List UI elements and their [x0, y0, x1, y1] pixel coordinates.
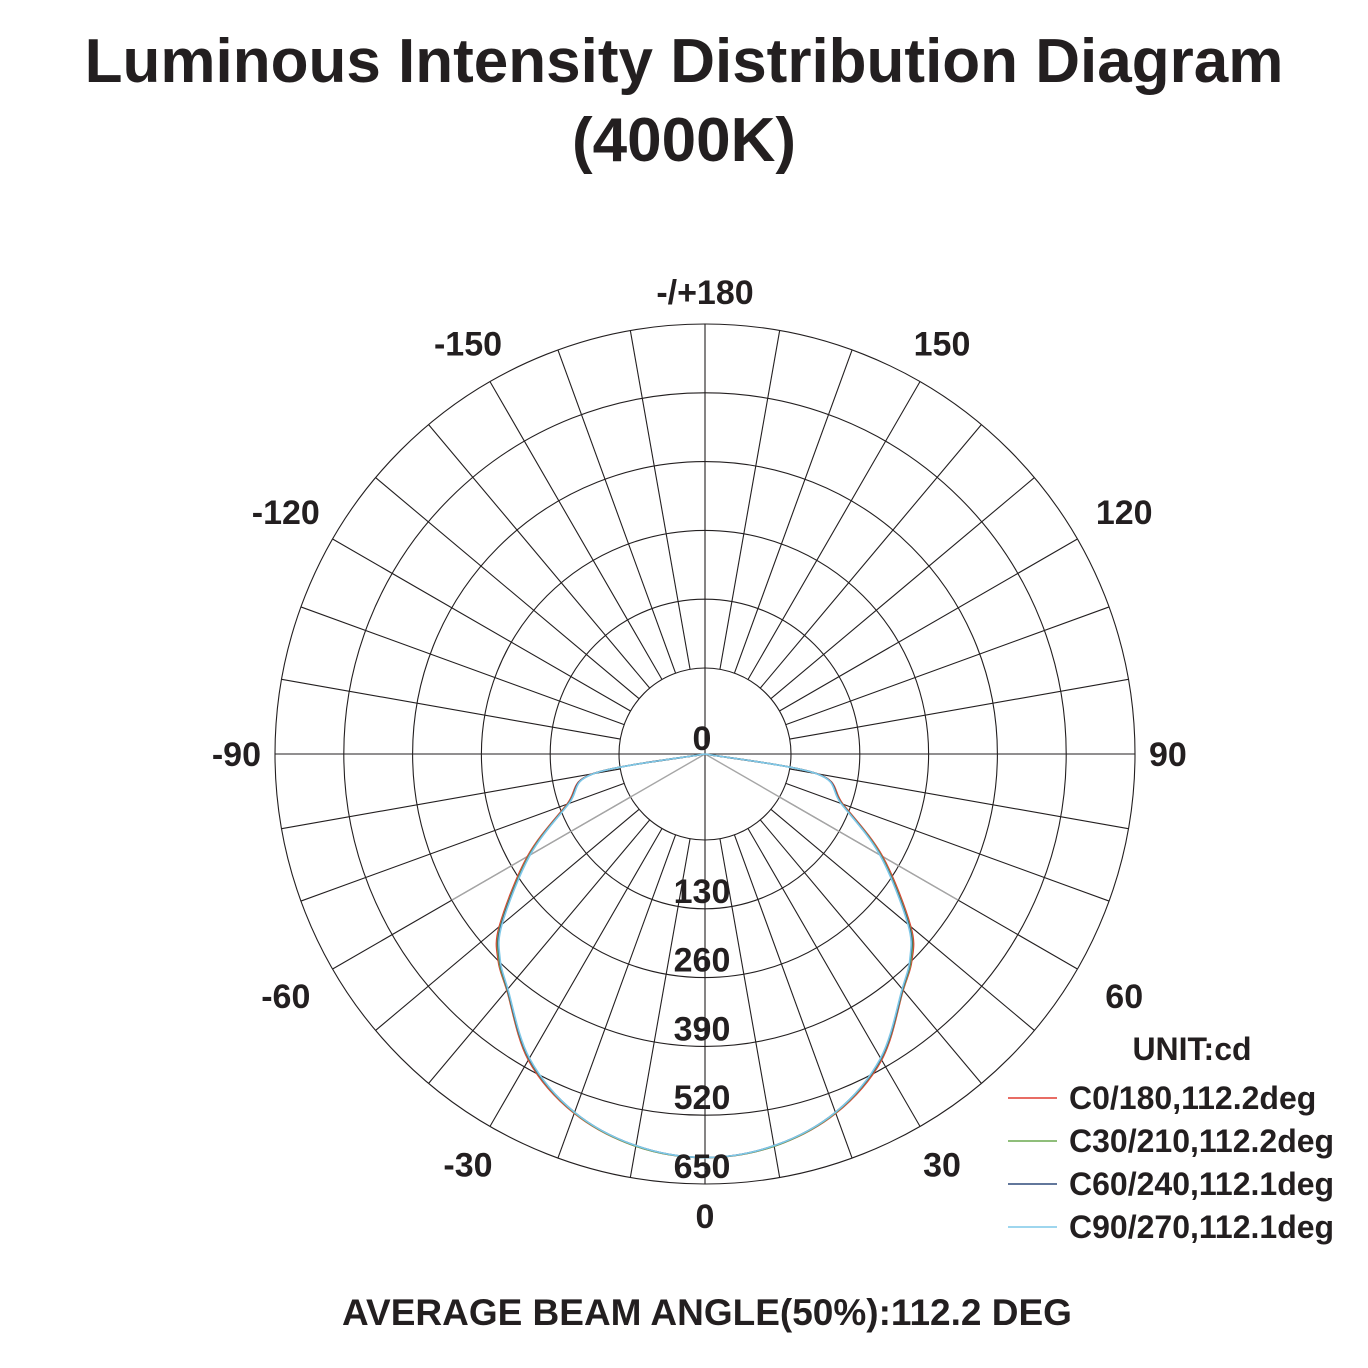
angle-label-30-10: -30 [443, 1147, 492, 1185]
reference-line-60 [704, 753, 959, 901]
grid-spoke-350 [629, 838, 691, 1178]
angle-label-150-1: 150 [914, 326, 971, 364]
grid-spoke-120 [779, 538, 1078, 712]
polar-grid [274, 323, 1136, 1185]
angle-label-180-0: -/+180 [656, 274, 753, 312]
legend-label-2: C60/240,112.1deg [1069, 1166, 1334, 1202]
radial-tick-label-520: 520 [674, 1079, 731, 1117]
legend: UNIT:cd C0/180,112.2deg C30/210,112.2deg C6… [1008, 1031, 1334, 1245]
radial-tick-label-0: 0 [693, 720, 712, 758]
unit-label: UNIT:cd [1132, 1031, 1251, 1067]
chart-title-line-2: (4000K) [572, 106, 796, 175]
grid-spoke-250 [300, 606, 625, 726]
grid-spoke-210 [489, 381, 663, 680]
grid-spoke-30 [747, 828, 921, 1127]
grid-spoke-100 [789, 678, 1129, 740]
grid-spoke-50 [770, 808, 1035, 1031]
angle-label-0-11: 0 [696, 1198, 715, 1236]
grid-spoke-330 [489, 828, 663, 1127]
angle-label-90-6: -90 [212, 736, 261, 774]
grid-spoke-220 [428, 424, 651, 689]
grid-spoke-70 [785, 782, 1110, 902]
radial-tick-label-260: 260 [674, 942, 731, 980]
grid-spoke-80 [789, 768, 1129, 830]
series-curves [495, 753, 915, 1159]
angle-label-90-5: 90 [1149, 736, 1187, 774]
grid-spoke-140 [759, 424, 982, 689]
grid-spoke-20 [733, 834, 853, 1159]
grid-spoke-10 [719, 838, 781, 1178]
grid-spoke-230 [375, 477, 640, 700]
grid-spoke-200 [557, 349, 677, 674]
radial-tick-label-650: 650 [674, 1148, 731, 1186]
angle-label-60-7: 60 [1105, 978, 1143, 1016]
grid-spoke-260 [281, 678, 621, 740]
legend-label-0: C0/180,112.2deg [1069, 1080, 1316, 1116]
grid-spoke-40 [759, 819, 982, 1084]
reference-line--60 [451, 753, 706, 901]
grid-spoke-110 [785, 606, 1110, 726]
grid-spoke-190 [629, 330, 691, 670]
angle-label-60-8: -60 [261, 978, 310, 1016]
grid-spoke-130 [770, 477, 1035, 700]
grid-spoke-340 [557, 834, 677, 1159]
reference-lines [451, 753, 959, 901]
angle-label-150-2: -150 [434, 326, 502, 364]
series-curve-3 [498, 753, 912, 1159]
average-beam-angle: AVERAGE BEAM ANGLE(50%):112.2 DEG [342, 1292, 1072, 1333]
grid-spoke-160 [733, 349, 853, 674]
radial-tick-label-130: 130 [674, 873, 731, 911]
grid-spoke-310 [375, 808, 640, 1031]
chart-labels: -/+180 150 -150 120 -120 90 -90 60 -60 30 -30 0 0 130… [212, 274, 1187, 1236]
grid-spoke-240 [332, 538, 631, 712]
chart-title-line-1: Luminous Intensity Distribution Diagram [84, 27, 1284, 96]
legend-label-1: C30/210,112.2deg [1069, 1123, 1334, 1159]
angle-label-120-3: 120 [1096, 494, 1153, 532]
grid-spoke-170 [719, 330, 781, 670]
radial-tick-label-390: 390 [674, 1010, 731, 1048]
legend-label-3: C90/270,112.1deg [1069, 1209, 1334, 1245]
grid-spoke-280 [281, 768, 621, 830]
grid-spoke-290 [300, 782, 625, 902]
grid-spoke-150 [747, 381, 921, 680]
grid-spoke-320 [428, 819, 651, 1084]
angle-label-30-9: 30 [923, 1147, 961, 1185]
angle-label-120-4: -120 [252, 494, 320, 532]
